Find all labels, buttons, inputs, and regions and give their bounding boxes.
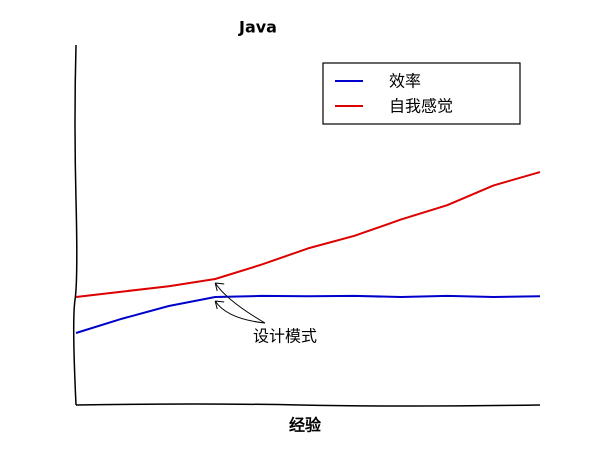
legend-label: 自我感觉 (389, 97, 453, 116)
annotation: 设计模式 (253, 327, 317, 346)
chart-title: Java (238, 18, 277, 37)
legend-box (322, 62, 521, 125)
legend-label: 效率 (389, 72, 421, 91)
annotation-arrow (214, 300, 266, 324)
line (75, 294, 541, 334)
x-axis (75, 403, 541, 407)
x-axis-label: 经验 (289, 416, 322, 435)
line (75, 171, 541, 298)
annotation-arrow (214, 282, 266, 324)
y-axis (72, 44, 78, 406)
